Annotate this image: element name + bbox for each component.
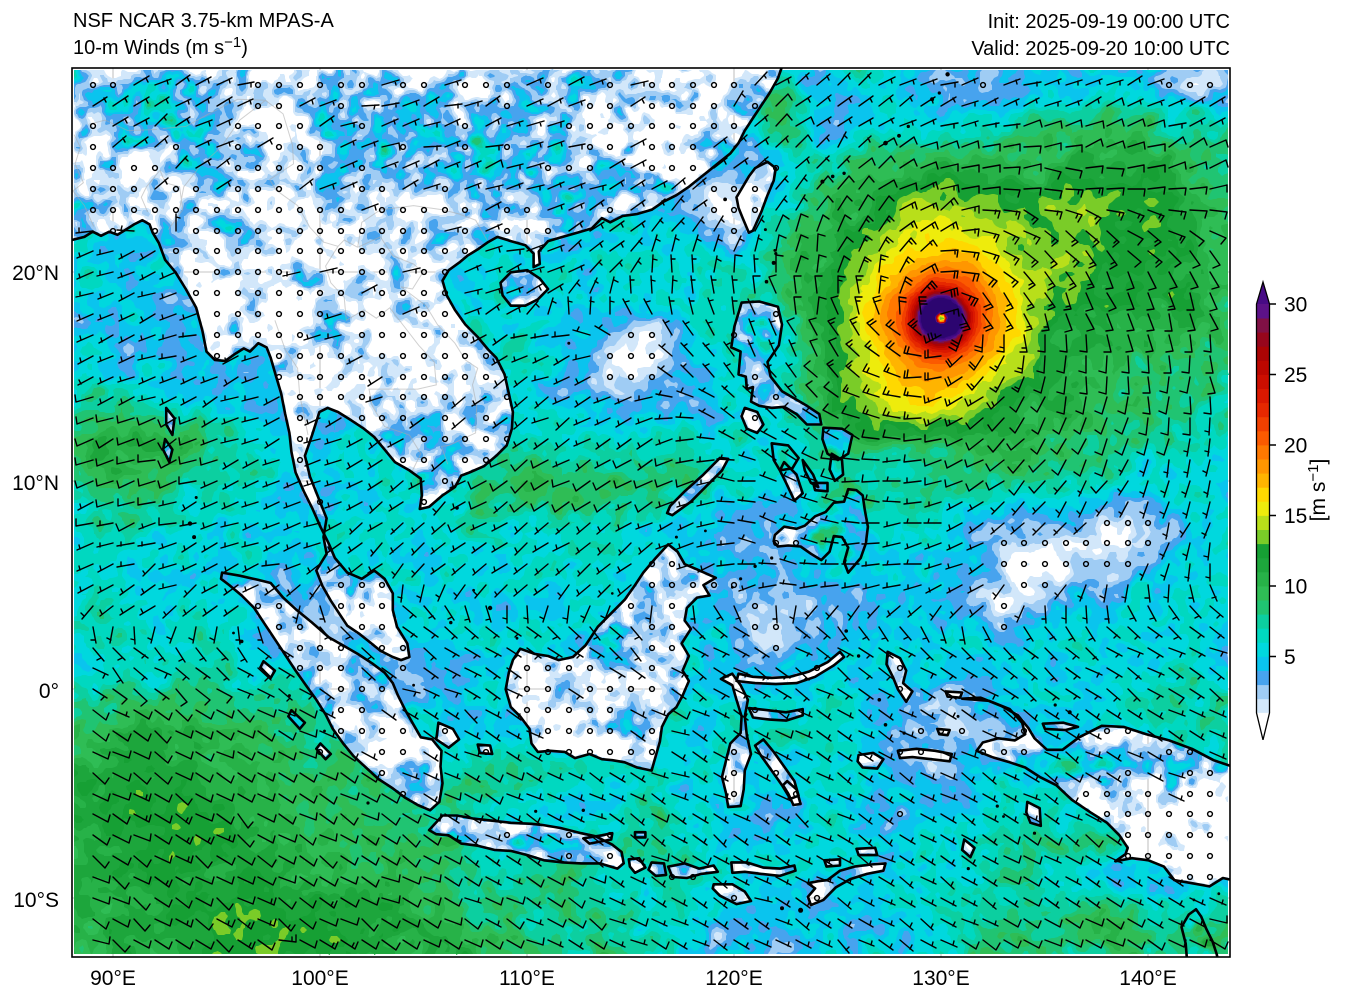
svg-text:Valid: 2025-09-20 10:00 UTC: Valid: 2025-09-20 10:00 UTC bbox=[971, 38, 1230, 60]
svg-text:Init: 2025-09-19 00:00 UTC: Init: 2025-09-19 00:00 UTC bbox=[988, 11, 1230, 33]
svg-text:NSF NCAR 3.75-km MPAS-A: NSF NCAR 3.75-km MPAS-A bbox=[73, 10, 334, 32]
svg-text:10: 10 bbox=[1284, 576, 1307, 599]
svg-text:10-m Winds (m s−1): 10-m Winds (m s−1) bbox=[73, 34, 248, 59]
svg-text:15: 15 bbox=[1284, 505, 1307, 528]
svg-text:5: 5 bbox=[1284, 646, 1296, 669]
svg-text:20°N: 20°N bbox=[12, 262, 59, 285]
svg-text:30: 30 bbox=[1284, 294, 1307, 317]
svg-text:0°: 0° bbox=[39, 680, 59, 703]
svg-text:10°N: 10°N bbox=[12, 472, 59, 495]
svg-text:120°E: 120°E bbox=[705, 967, 762, 990]
svg-text:10°S: 10°S bbox=[13, 889, 59, 912]
svg-text:90°E: 90°E bbox=[90, 967, 136, 990]
svg-text:20: 20 bbox=[1284, 435, 1307, 458]
svg-text:25: 25 bbox=[1284, 364, 1307, 387]
svg-text:100°E: 100°E bbox=[291, 967, 348, 990]
svg-text:130°E: 130°E bbox=[912, 967, 969, 990]
svg-text:110°E: 110°E bbox=[499, 967, 555, 990]
svg-text:140°E: 140°E bbox=[1119, 967, 1176, 990]
